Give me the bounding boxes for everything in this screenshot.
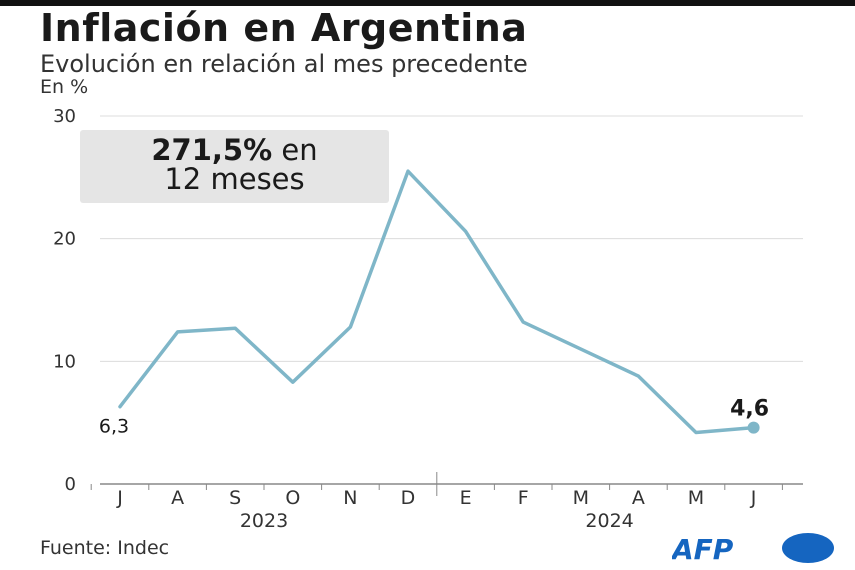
y-tick-10: 10 xyxy=(53,351,76,372)
year-label-2023: 2023 xyxy=(240,510,288,532)
grid-lines xyxy=(100,115,803,362)
x-tick-label-5: D xyxy=(401,487,416,509)
afp-logo-globe xyxy=(782,533,834,563)
x-tick-label-8: M xyxy=(573,487,589,509)
x-tick-label-11: J xyxy=(750,487,757,509)
year-label-2024: 2024 xyxy=(585,510,633,532)
x-tick-label-6: E xyxy=(460,487,472,509)
x-tick-label-4: N xyxy=(343,487,357,509)
chart-title: Inflación en Argentina xyxy=(40,6,528,50)
point-labels: 6,3 4,6 xyxy=(99,397,769,438)
y-tick-20: 20 xyxy=(53,229,76,250)
unit-label: En % xyxy=(40,76,89,98)
callout-text: 271,5% en 12 meses xyxy=(80,136,389,194)
y-tick-0: 0 xyxy=(65,474,76,495)
x-tick-label-2: S xyxy=(229,487,241,509)
series-line xyxy=(118,169,760,435)
callout-box xyxy=(80,130,389,203)
callout-line2: 12 meses xyxy=(164,162,305,196)
data-label-11: 4,6 xyxy=(730,397,769,422)
chart-subtitle: Evolución en relación al mes precedente xyxy=(40,50,528,78)
x-tick-label-7: F xyxy=(518,487,529,509)
source-note: Fuente: Indec xyxy=(40,537,170,559)
callout-bold: 271,5% xyxy=(151,133,273,167)
x-tick-label-9: A xyxy=(632,487,645,509)
x-tick-label-10: M xyxy=(688,487,704,509)
x-tick-label-3: O xyxy=(285,487,300,509)
x-axis: J A S O N D E F M A M J 2023 2024 xyxy=(90,472,803,532)
x-tick-label-0: J xyxy=(116,487,123,509)
callout-rest: en xyxy=(272,133,318,167)
data-label-0: 6,3 xyxy=(99,416,129,438)
top-bar xyxy=(0,0,855,6)
afp-logo-text: AFP xyxy=(672,533,734,564)
afp-logo: AFP xyxy=(672,533,834,564)
y-tick-labels: 0 10 20 30 xyxy=(53,106,76,495)
x-tick-label-1: A xyxy=(171,487,184,509)
y-tick-30: 30 xyxy=(53,106,76,127)
series-polyline xyxy=(118,169,756,435)
data-point-11 xyxy=(747,421,760,434)
